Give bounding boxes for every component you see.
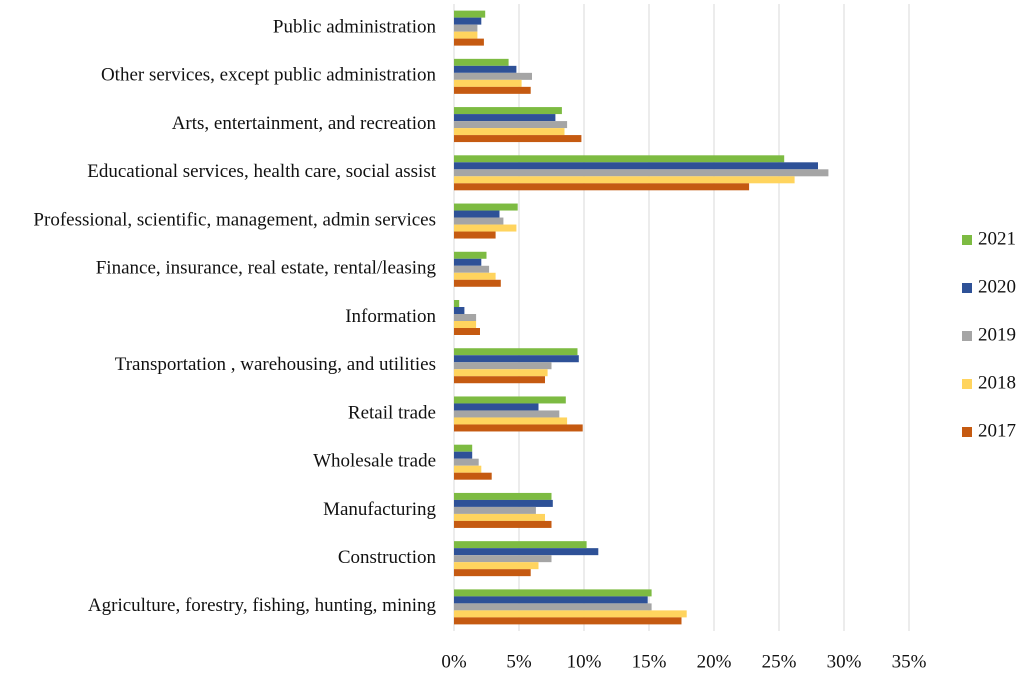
bar xyxy=(454,355,579,363)
bar xyxy=(454,169,829,177)
bar xyxy=(454,348,578,356)
bar xyxy=(454,499,553,507)
legend-swatch xyxy=(962,331,972,341)
bar xyxy=(454,79,522,87)
bar xyxy=(454,272,496,280)
bar xyxy=(454,307,465,314)
bar xyxy=(454,328,480,335)
bar xyxy=(454,506,536,514)
x-tick-label: 10% xyxy=(567,651,602,672)
bar xyxy=(454,121,568,129)
legend-label: 2021 xyxy=(978,228,1016,249)
bar xyxy=(454,569,531,577)
legend-label: 2019 xyxy=(978,324,1016,345)
bar xyxy=(454,465,482,473)
bar xyxy=(454,596,648,604)
y-tick-label: Public administration xyxy=(273,16,437,37)
y-tick-label: Information xyxy=(345,306,436,327)
bar xyxy=(454,203,518,211)
bar xyxy=(454,224,517,232)
bar xyxy=(454,17,482,25)
y-tick-label: Wholesale trade xyxy=(313,451,436,472)
bar xyxy=(454,424,583,432)
bar xyxy=(454,107,562,115)
y-tick-label: Arts, entertainment, and recreation xyxy=(172,113,437,134)
bar xyxy=(454,589,652,597)
bar xyxy=(454,520,552,528)
bar xyxy=(454,451,473,459)
legend-label: 2020 xyxy=(978,276,1016,297)
bar xyxy=(454,314,477,321)
bar xyxy=(454,617,682,625)
bar xyxy=(454,410,560,418)
bar xyxy=(454,58,509,66)
y-tick-label: Finance, insurance, real estate, rental/… xyxy=(96,258,437,279)
bar xyxy=(454,251,487,259)
y-tick-label: Transportation , warehousing, and utilit… xyxy=(115,354,436,375)
y-tick-label: Retail trade xyxy=(348,402,436,423)
bar xyxy=(454,135,582,143)
bar xyxy=(454,10,486,18)
bar xyxy=(454,321,477,328)
legend-swatch xyxy=(962,235,972,245)
y-tick-label: Professional, scientific, management, ad… xyxy=(33,209,436,230)
legend-swatch xyxy=(962,379,972,389)
x-tick-label: 35% xyxy=(892,651,927,672)
bar xyxy=(454,162,818,170)
bar xyxy=(454,610,687,618)
bar xyxy=(454,279,501,287)
legend-swatch xyxy=(962,283,972,293)
bar xyxy=(454,300,460,307)
bar xyxy=(454,31,478,39)
bar xyxy=(454,562,539,570)
bar xyxy=(454,258,482,266)
bar xyxy=(454,403,539,411)
x-tick-label: 25% xyxy=(762,651,797,672)
bar xyxy=(454,176,795,184)
bar xyxy=(454,155,785,163)
y-tick-label: Educational services, health care, socia… xyxy=(87,161,436,182)
bar xyxy=(454,396,566,404)
bar xyxy=(454,183,750,191)
y-tick-label: Construction xyxy=(338,547,437,568)
legend-label: 2017 xyxy=(978,420,1016,441)
x-tick-label: 20% xyxy=(697,651,732,672)
bar xyxy=(454,72,532,80)
bar xyxy=(454,376,545,384)
bar xyxy=(454,217,504,225)
bar xyxy=(454,265,490,273)
legend-label: 2018 xyxy=(978,372,1016,393)
bar xyxy=(454,231,496,239)
bar xyxy=(454,541,587,549)
bar xyxy=(454,86,531,94)
bar xyxy=(454,444,473,452)
bar xyxy=(454,492,552,500)
bar xyxy=(454,128,565,136)
bar xyxy=(454,24,478,32)
bar xyxy=(454,417,568,425)
legend-swatch xyxy=(962,427,972,437)
bar xyxy=(454,513,545,521)
bar xyxy=(454,458,479,466)
bar xyxy=(454,114,556,122)
x-tick-label: 5% xyxy=(506,651,532,672)
bar xyxy=(454,65,517,73)
bar xyxy=(454,548,599,556)
x-tick-label: 15% xyxy=(632,651,667,672)
bar xyxy=(454,472,492,480)
bar xyxy=(454,369,548,377)
x-tick-label: 30% xyxy=(827,651,862,672)
bar xyxy=(454,362,552,370)
y-tick-label: Manufacturing xyxy=(323,499,436,520)
bar xyxy=(454,603,652,611)
bar xyxy=(454,38,484,46)
x-tick-label: 0% xyxy=(441,651,467,672)
bar xyxy=(454,210,500,218)
bar xyxy=(454,555,552,563)
y-tick-label: Agriculture, forestry, fishing, hunting,… xyxy=(88,595,437,616)
y-tick-label: Other services, except public administra… xyxy=(101,65,437,86)
